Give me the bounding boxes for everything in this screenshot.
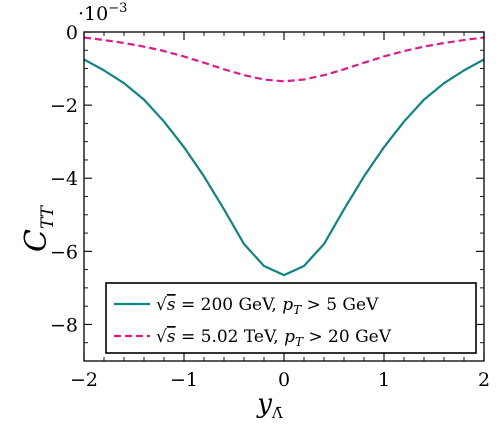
legend-sqrt-sign: √ <box>156 295 167 315</box>
y-tick-label: −4 <box>50 168 78 190</box>
axis-labels: yΛ̄ CTT <box>19 204 283 422</box>
x-tick-label: 2 <box>478 369 490 391</box>
legend-p-subscript: T <box>295 335 304 349</box>
x-tick-label: 0 <box>278 369 290 391</box>
legend-p-subscript: T <box>293 303 302 317</box>
plot-area <box>83 36 485 277</box>
x-axis-subscript: Λ̄ <box>271 404 283 422</box>
y-axis-subscript: TT <box>38 204 58 229</box>
legend-energy-text: = 5.02 TeV, <box>176 327 285 347</box>
multiplier-base: ·10 <box>78 3 108 25</box>
legend-energy-text: = 200 GeV, <box>176 295 283 315</box>
legend-box <box>105 282 477 354</box>
y-axis-multiplier: ·10−3 <box>78 1 127 25</box>
y-multiplier-label: ·10−3 <box>78 1 127 25</box>
ticks: −2 −1 0 1 2 0 −2 −4 −6 −8 <box>50 22 490 391</box>
x-tick-label: −1 <box>170 369 198 391</box>
legend-s-symbol: s <box>167 295 176 315</box>
y-tick-label: −6 <box>50 241 78 263</box>
legend-cut-text: > 5 GeV <box>301 295 379 315</box>
y-tick-label: 0 <box>66 22 78 44</box>
series-line-1 <box>83 58 485 277</box>
legend-p-symbol: p <box>282 295 293 315</box>
x-axis-label: yΛ̄ <box>256 389 283 422</box>
x-axis-symbol: y <box>256 389 272 419</box>
legend-p-symbol: p <box>284 327 295 347</box>
y-tick-label: −8 <box>50 314 78 336</box>
legend-s-symbol: s <box>167 327 176 347</box>
legend-label-2: √s = 5.02 TeV, pT > 20 GeV <box>156 327 392 349</box>
x-tick-label: 1 <box>378 369 390 391</box>
legend: √s = 200 GeV, pT > 5 GeV√s = 5.02 TeV, p… <box>105 282 477 354</box>
legend-label-1: √s = 200 GeV, pT > 5 GeV <box>156 295 379 317</box>
legend-cut-text: > 20 GeV <box>303 327 392 347</box>
x-tick-label: −2 <box>70 369 98 391</box>
y-axis-label: CTT <box>19 204 58 252</box>
multiplier-exponent: −3 <box>108 1 127 16</box>
y-tick-label: −2 <box>50 95 78 117</box>
legend-sqrt-sign: √ <box>156 327 167 347</box>
series-line-2 <box>83 36 485 83</box>
y-axis-symbol: C <box>19 229 54 252</box>
